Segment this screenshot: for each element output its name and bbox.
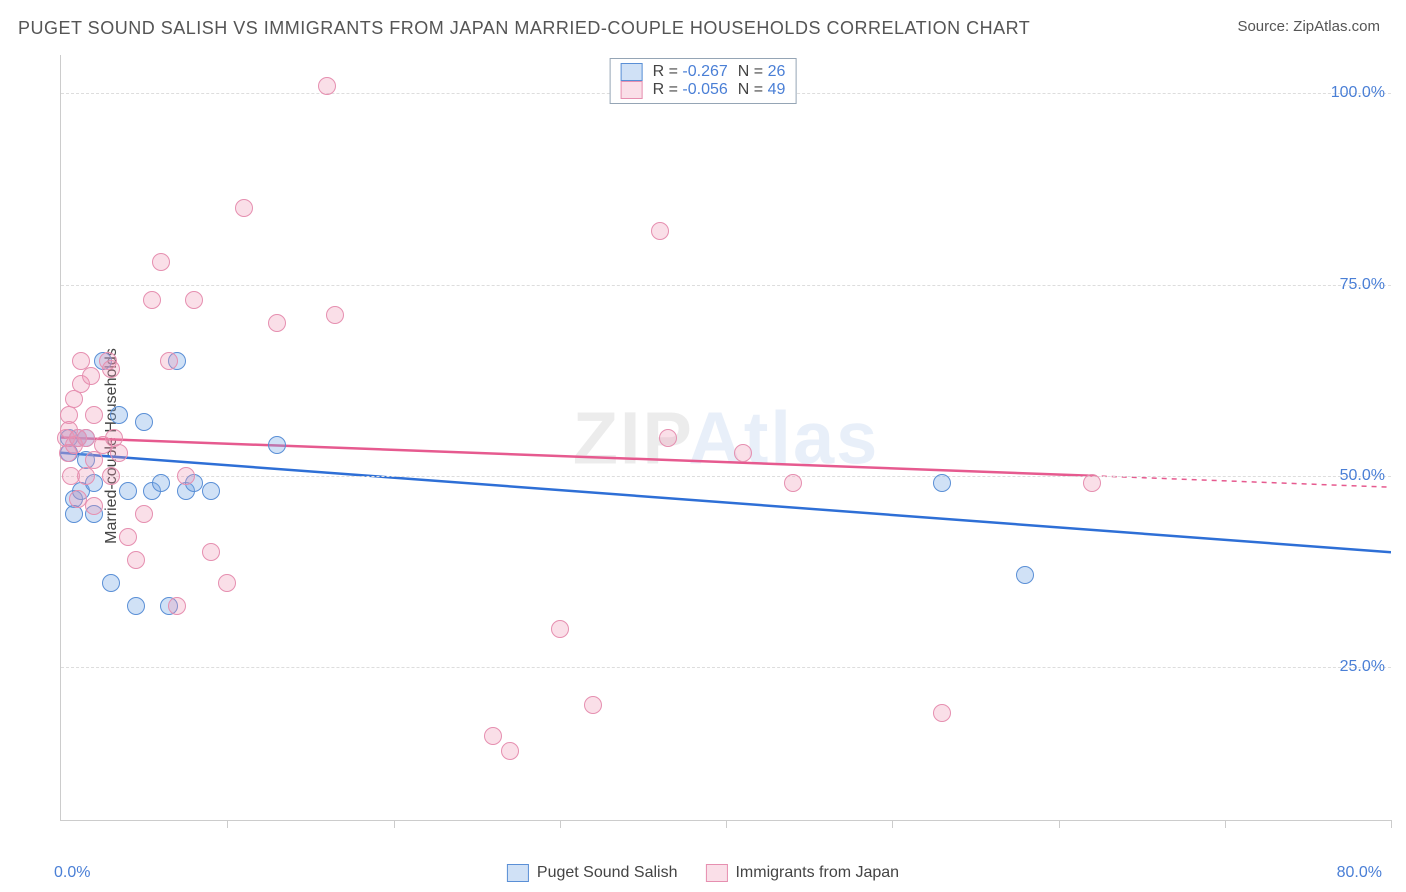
- point-japan: [202, 543, 220, 561]
- point-japan: [85, 497, 103, 515]
- chart-title: PUGET SOUND SALISH VS IMMIGRANTS FROM JA…: [18, 18, 1030, 39]
- point-salish: [202, 482, 220, 500]
- x-axis-max-label: 80.0%: [1337, 864, 1382, 882]
- point-japan: [933, 704, 951, 722]
- y-tick-label: 50.0%: [1340, 467, 1385, 485]
- legend-label: Immigrants from Japan: [735, 864, 899, 882]
- x-tick: [1391, 820, 1392, 828]
- point-japan: [551, 620, 569, 638]
- point-japan: [484, 727, 502, 745]
- correlation-legend: R = -0.267 N = 26 R = -0.056 N = 49: [610, 58, 797, 104]
- point-japan: [85, 451, 103, 469]
- swatch-salish: [507, 864, 529, 882]
- point-salish: [65, 505, 83, 523]
- gridline: [61, 667, 1391, 668]
- x-tick: [1059, 820, 1060, 828]
- x-tick: [394, 820, 395, 828]
- series-legend: Puget Sound Salish Immigrants from Japan: [507, 864, 899, 882]
- y-tick-label: 25.0%: [1340, 658, 1385, 676]
- point-japan: [85, 406, 103, 424]
- point-japan: [318, 77, 336, 95]
- point-japan: [69, 490, 87, 508]
- point-salish: [268, 436, 286, 454]
- point-japan: [659, 429, 677, 447]
- point-salish: [152, 474, 170, 492]
- point-japan: [168, 597, 186, 615]
- point-japan: [77, 467, 95, 485]
- point-japan: [135, 505, 153, 523]
- point-japan: [235, 199, 253, 217]
- point-japan: [119, 528, 137, 546]
- plot-area: ZIPAtlas 25.0% 50.0% 75.0% 100.0%: [60, 55, 1391, 821]
- swatch-japan: [621, 81, 643, 99]
- r-label: R = -0.267: [653, 63, 728, 81]
- x-tick: [227, 820, 228, 828]
- point-japan: [77, 429, 95, 447]
- y-tick-label: 100.0%: [1331, 84, 1385, 102]
- point-japan: [734, 444, 752, 462]
- point-japan: [584, 696, 602, 714]
- point-salish: [102, 574, 120, 592]
- point-japan: [651, 222, 669, 240]
- point-japan: [102, 467, 120, 485]
- point-japan: [218, 574, 236, 592]
- point-japan: [185, 291, 203, 309]
- point-japan: [110, 444, 128, 462]
- point-japan: [143, 291, 161, 309]
- point-japan: [160, 352, 178, 370]
- point-japan: [1083, 474, 1101, 492]
- watermark: ZIPAtlas: [573, 395, 880, 480]
- point-salish: [1016, 566, 1034, 584]
- point-japan: [326, 306, 344, 324]
- legend-label: Puget Sound Salish: [537, 864, 678, 882]
- r-label: R = -0.056: [653, 81, 728, 99]
- point-salish: [933, 474, 951, 492]
- swatch-salish: [621, 63, 643, 81]
- x-tick: [892, 820, 893, 828]
- point-japan: [501, 742, 519, 760]
- source-label: Source: ZipAtlas.com: [1237, 18, 1380, 35]
- point-japan: [105, 429, 123, 447]
- point-japan: [177, 467, 195, 485]
- gridline: [61, 285, 1391, 286]
- point-japan: [102, 360, 120, 378]
- point-salish: [119, 482, 137, 500]
- trend-lines: [61, 55, 1391, 820]
- point-japan: [82, 367, 100, 385]
- x-tick: [726, 820, 727, 828]
- legend-item-japan: Immigrants from Japan: [705, 864, 899, 882]
- point-japan: [268, 314, 286, 332]
- point-salish: [127, 597, 145, 615]
- point-salish: [135, 413, 153, 431]
- n-label: N = 49: [738, 81, 786, 99]
- x-axis-min-label: 0.0%: [54, 864, 90, 882]
- legend-item-salish: Puget Sound Salish: [507, 864, 678, 882]
- point-salish: [110, 406, 128, 424]
- legend-row-japan: R = -0.056 N = 49: [621, 81, 786, 99]
- n-label: N = 26: [738, 63, 786, 81]
- x-tick: [1225, 820, 1226, 828]
- y-tick-label: 75.0%: [1340, 276, 1385, 294]
- swatch-japan: [705, 864, 727, 882]
- legend-row-salish: R = -0.267 N = 26: [621, 63, 786, 81]
- point-japan: [784, 474, 802, 492]
- point-japan: [127, 551, 145, 569]
- x-tick: [560, 820, 561, 828]
- point-japan: [152, 253, 170, 271]
- gridline: [61, 476, 1391, 477]
